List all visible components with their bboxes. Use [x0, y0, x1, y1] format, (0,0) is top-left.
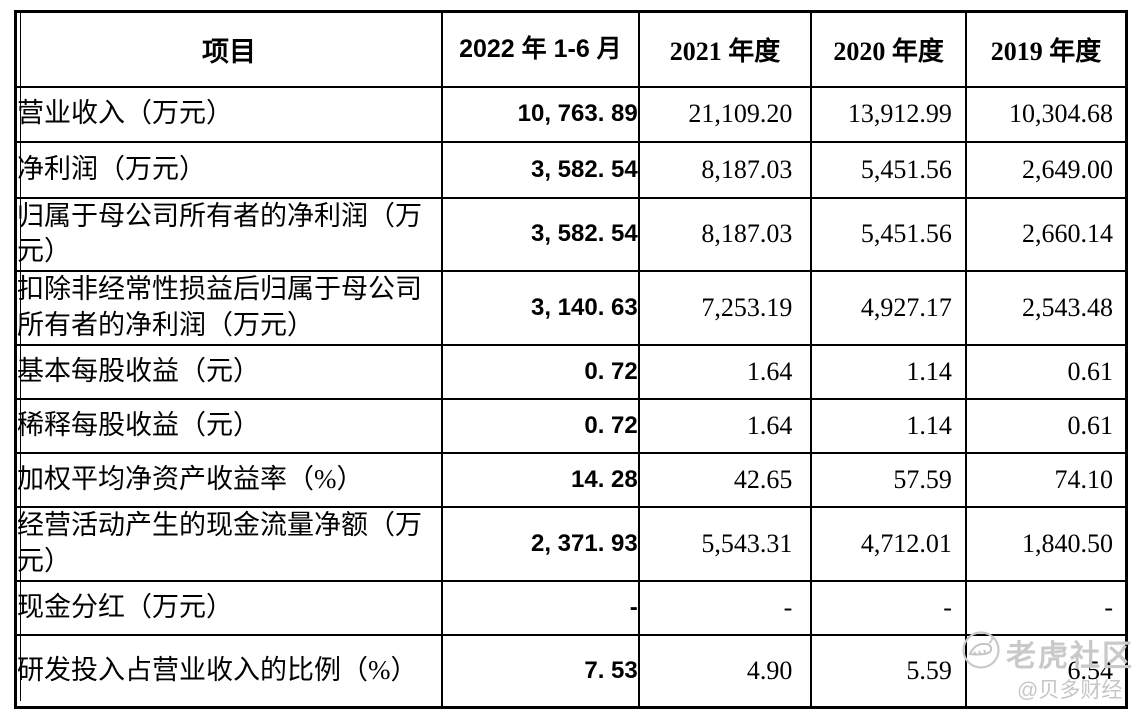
row-label: 扣除非经常性损益后归属于母公司所有者的净利润（万元）	[14, 270, 444, 347]
table-row: 加权平均净资产收益率（%） 14. 28 42.65 57.59 74.10	[14, 452, 1128, 509]
row-label: 净利润（万元）	[14, 140, 444, 199]
cell-value: 3, 140. 63	[441, 270, 640, 347]
cell-value: 7,253.19	[637, 270, 813, 347]
cell-value: 5.59	[810, 633, 967, 709]
cell-value: 4,712.01	[810, 506, 967, 582]
cell-value: 1.64	[637, 398, 813, 455]
cell-value: 8,187.03	[637, 196, 813, 273]
cell-value: 5,543.31	[637, 506, 813, 582]
cell-value: 1.14	[810, 344, 967, 401]
cell-value: 57.59	[810, 452, 967, 509]
table-row: 经营活动产生的现金流量净额（万元） 2, 371. 93 5,543.31 4,…	[14, 506, 1128, 582]
cell-value: 14. 28	[441, 452, 640, 509]
table-row: 稀释每股收益（元） 0. 72 1.64 1.14 0.61	[14, 398, 1128, 455]
table-row: 研发投入占营业收入的比例（%） 7. 53 4.90 5.59 6.54	[14, 633, 1128, 709]
table-left-inner-border	[20, 11, 21, 701]
cell-value: 13,912.99	[810, 85, 967, 143]
cell-value: 2,543.48	[964, 270, 1128, 347]
cell-value: 10,304.68	[964, 85, 1128, 143]
column-header-2022h1: 2022 年 1-6 月	[441, 10, 640, 88]
cell-value: 42.65	[637, 452, 813, 509]
cell-value: 8,187.03	[637, 140, 813, 199]
row-label: 研发投入占营业收入的比例（%）	[14, 633, 444, 709]
cell-value: 3, 582. 54	[441, 196, 640, 273]
row-label: 基本每股收益（元）	[14, 344, 444, 401]
row-label: 稀释每股收益（元）	[14, 398, 444, 455]
cell-value: 0.61	[964, 344, 1128, 401]
cell-value: 2,660.14	[964, 196, 1128, 273]
cell-value: 7. 53	[441, 633, 640, 709]
table-row: 现金分红（万元） - - - -	[14, 579, 1128, 636]
cell-value: -	[441, 579, 640, 636]
table-row: 扣除非经常性损益后归属于母公司所有者的净利润（万元） 3, 140. 63 7,…	[14, 270, 1128, 347]
cell-value: 4,927.17	[810, 270, 967, 347]
header-row: 项目 2022 年 1-6 月 2021 年度 2020 年度 2019 年度	[14, 10, 1128, 88]
cell-value: 0. 72	[441, 344, 640, 401]
cell-value: 6.54	[964, 633, 1128, 709]
cell-value: -	[637, 579, 813, 636]
cell-value: 2,649.00	[964, 140, 1128, 199]
cell-value: 5,451.56	[810, 140, 967, 199]
cell-value: 1,840.50	[964, 506, 1128, 582]
cell-value: 3, 582. 54	[441, 140, 640, 199]
cell-value: -	[964, 579, 1128, 636]
cell-value: 0.61	[964, 398, 1128, 455]
cell-value: 10, 763. 89	[441, 85, 640, 143]
table-row: 营业收入（万元） 10, 763. 89 21,109.20 13,912.99…	[14, 85, 1128, 143]
row-label: 经营活动产生的现金流量净额（万元）	[14, 506, 444, 582]
column-header-2021: 2021 年度	[637, 10, 813, 88]
column-header-item: 项目	[14, 10, 444, 88]
cell-value: 1.64	[637, 344, 813, 401]
column-header-2019: 2019 年度	[964, 10, 1128, 88]
row-label: 现金分红（万元）	[14, 579, 444, 636]
table-row: 基本每股收益（元） 0. 72 1.64 1.14 0.61	[14, 344, 1128, 401]
cell-value: 21,109.20	[637, 85, 813, 143]
cell-value: 4.90	[637, 633, 813, 709]
financial-summary-table: 项目 2022 年 1-6 月 2021 年度 2020 年度 2019 年度 …	[14, 10, 1128, 710]
column-header-2020: 2020 年度	[810, 10, 967, 88]
row-label: 归属于母公司所有者的净利润（万元）	[14, 196, 444, 273]
cell-value: 1.14	[810, 398, 967, 455]
row-label: 营业收入（万元）	[14, 85, 444, 143]
cell-value: 2, 371. 93	[441, 506, 640, 582]
cell-value: 74.10	[964, 452, 1128, 509]
table-row: 归属于母公司所有者的净利润（万元） 3, 582. 54 8,187.03 5,…	[14, 196, 1128, 273]
cell-value: -	[810, 579, 967, 636]
cell-value: 0. 72	[441, 398, 640, 455]
table-row: 净利润（万元） 3, 582. 54 8,187.03 5,451.56 2,6…	[14, 140, 1128, 199]
row-label: 加权平均净资产收益率（%）	[14, 452, 444, 509]
cell-value: 5,451.56	[810, 196, 967, 273]
